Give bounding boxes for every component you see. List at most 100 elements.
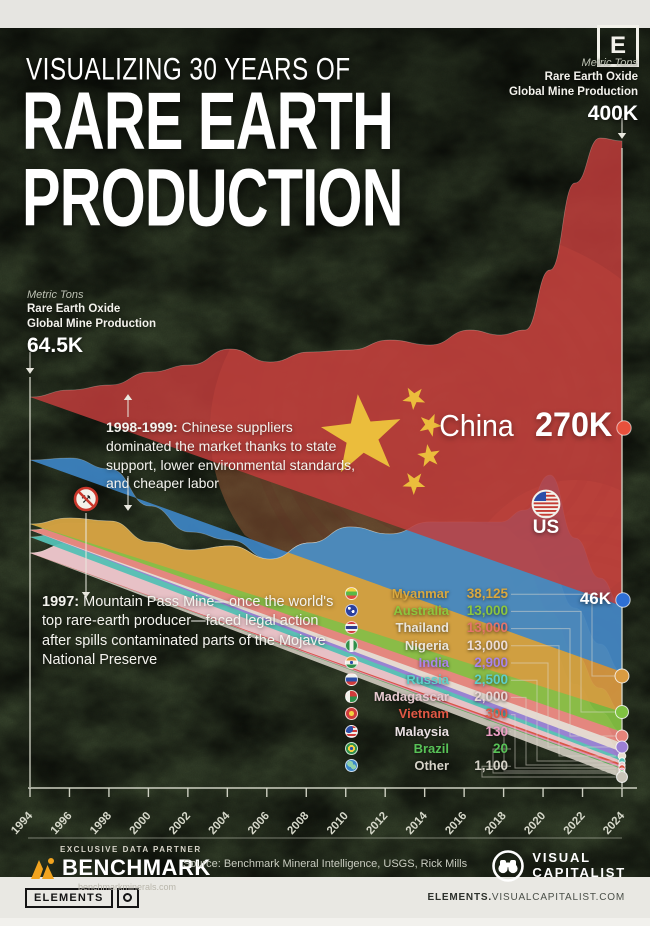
elements-footer-bar: ELEMENTS ELEMENTS.VISUALCAPITALIST.COM xyxy=(0,877,650,918)
legend-country-value: 20 xyxy=(492,740,508,756)
elements-wordmark: ELEMENTS xyxy=(25,887,113,908)
endpoint-dot-china xyxy=(616,420,632,436)
top-margin-strip xyxy=(0,0,650,28)
country-flag-icon xyxy=(345,673,358,687)
legend-country-value: 38,125 xyxy=(466,586,508,602)
partner-name: BENCHMARK xyxy=(62,855,211,880)
legend-country-value: 13,000 xyxy=(466,620,508,636)
stream-bands xyxy=(29,137,623,778)
page-title-line1: RARE EARTH xyxy=(22,75,394,168)
chart-decorations: ⚒ xyxy=(25,118,627,598)
elements-e-badge: E xyxy=(597,25,639,67)
endpoint-dot-us xyxy=(615,592,631,608)
legend-row: India 2,900 xyxy=(345,654,508,671)
vc-wordmark-bottom: CAPITALIST xyxy=(532,865,626,880)
right-axis-unit: Metric Tons xyxy=(581,57,638,69)
partner-url[interactable]: benchmarkminerals.com xyxy=(78,882,177,892)
legend-country-value: 2,000 xyxy=(474,689,508,705)
site-url-bold: ELEMENTS. xyxy=(427,892,492,903)
legend-country-value: 2,900 xyxy=(474,654,508,670)
right-axis-desc2: Global Mine Production xyxy=(508,85,638,98)
legend-row: Myanmar 38,125 xyxy=(345,585,508,602)
legend-country-value: 13,000 xyxy=(466,637,508,653)
china-label: China xyxy=(438,408,514,443)
data-partner-block: EXCLUSIVE DATA PARTNER BENCHMARK benchma… xyxy=(30,845,211,892)
elements-logo[interactable]: ELEMENTS xyxy=(25,887,139,908)
country-flag-icon xyxy=(345,690,358,704)
country-flag-icon xyxy=(345,638,358,652)
country-flag-icon xyxy=(345,724,358,738)
china-flag-stars-icon xyxy=(321,387,442,495)
endpoint-dot-australia xyxy=(615,705,629,719)
country-flag-icon xyxy=(345,707,358,721)
china-callout: China 270K xyxy=(436,406,614,445)
us-flag-icon xyxy=(531,489,561,519)
endpoint-dot-myanmar xyxy=(614,668,630,684)
annotation-1997-lead: 1997: xyxy=(42,594,80,610)
legend-row: Russia 2,500 xyxy=(345,671,508,688)
legend-row: Vietnam 300 xyxy=(345,705,508,722)
legend-country-name: Thailand xyxy=(395,620,449,636)
legend-country-name: Brazil xyxy=(413,740,449,756)
bottom-margin-strip xyxy=(0,918,650,926)
china-value: 270K xyxy=(534,406,612,444)
country-flag-icon xyxy=(345,655,358,669)
partner-label: EXCLUSIVE DATA PARTNER xyxy=(60,845,202,854)
legend-country-name: Australia xyxy=(393,603,449,619)
country-flag-icon xyxy=(345,621,358,635)
annotation-1997-body: Mountain Pass Mine—once the world's top … xyxy=(42,594,334,669)
left-axis-unit: Metric Tons xyxy=(27,289,84,301)
endpoint-dot-thailand xyxy=(615,729,629,743)
page-title-line2: PRODUCTION xyxy=(22,151,403,244)
country-flag-icon xyxy=(345,741,358,755)
legend-row: Madagascar 2,000 xyxy=(345,688,508,705)
legend-row: Brazil 20 xyxy=(345,740,508,757)
legend-country-name: Malaysia xyxy=(394,723,449,739)
legend-country-name: Vietnam xyxy=(398,706,449,722)
right-axis-desc1: Rare Earth Oxide xyxy=(544,71,638,84)
endpoint-dot-other xyxy=(616,771,628,783)
site-url[interactable]: ELEMENTS.VISUALCAPITALIST.COM xyxy=(427,892,625,903)
page-title: RARE EARTH PRODUCTION xyxy=(22,75,403,244)
annotation-1998-body: Chinese suppliers dominated the market t… xyxy=(106,419,356,492)
legend-country-value: 1,100 xyxy=(474,757,508,773)
legend-country-name: Other xyxy=(414,757,449,773)
kicker-title: VISUALIZING 30 YEARS OF xyxy=(26,52,351,87)
legend-country-value: 2,500 xyxy=(474,672,508,688)
element-circle-icon xyxy=(123,893,132,902)
band-china xyxy=(29,137,623,606)
left-axis-value: 64.5K xyxy=(27,333,84,357)
country-flag-icon xyxy=(345,587,358,601)
legend-row: Other 1,100 xyxy=(345,757,508,774)
endpoint-dot-india xyxy=(615,740,629,754)
country-flag-icon xyxy=(345,758,358,772)
right-axis-value: 400K xyxy=(587,101,638,125)
legend-country-value: 130 xyxy=(485,723,508,739)
legend-country-value: 13,000 xyxy=(466,603,508,619)
legend-row: Nigeria 13,000 xyxy=(345,637,508,654)
legend-country-value: 300 xyxy=(485,706,508,722)
left-axis-label: Metric Tons Rare Earth Oxide Global Mine… xyxy=(27,288,156,359)
legend-country-name: Nigeria xyxy=(404,637,449,653)
right-axis-label: Metric Tons Rare Earth Oxide Global Mine… xyxy=(509,56,638,127)
legend-country-name: India xyxy=(418,654,449,670)
legend-row: Thailand 13,000 xyxy=(345,619,508,636)
elements-emblem-box xyxy=(116,887,139,908)
legend-country-name: Madagascar xyxy=(373,689,449,705)
us-value: 46K xyxy=(579,589,611,608)
no-mining-icon: ⚒ xyxy=(73,486,99,512)
legend-country-name: Myanmar xyxy=(391,586,449,602)
source-note: Source: Benchmark Mineral Intelligence, … xyxy=(182,858,468,870)
legend-row: Malaysia 130 xyxy=(345,723,508,740)
country-legend: Myanmar 38,125 Australia 13,000 Thailand… xyxy=(345,585,508,774)
annotation-1998-lead: 1998-1999: xyxy=(106,419,178,435)
us-label: US xyxy=(532,517,560,538)
vc-binoculars-icon xyxy=(492,850,525,882)
left-axis-desc2: Global Mine Production xyxy=(27,317,157,330)
annotation-1997: 1997: Mountain Pass Mine—once the world'… xyxy=(42,593,350,671)
left-axis-desc1: Rare Earth Oxide xyxy=(27,303,121,316)
country-flag-icon xyxy=(345,604,358,618)
legend-row: Australia 13,000 xyxy=(345,602,508,619)
annotation-1998: 1998-1999: Chinese suppliers dominated t… xyxy=(106,418,358,493)
